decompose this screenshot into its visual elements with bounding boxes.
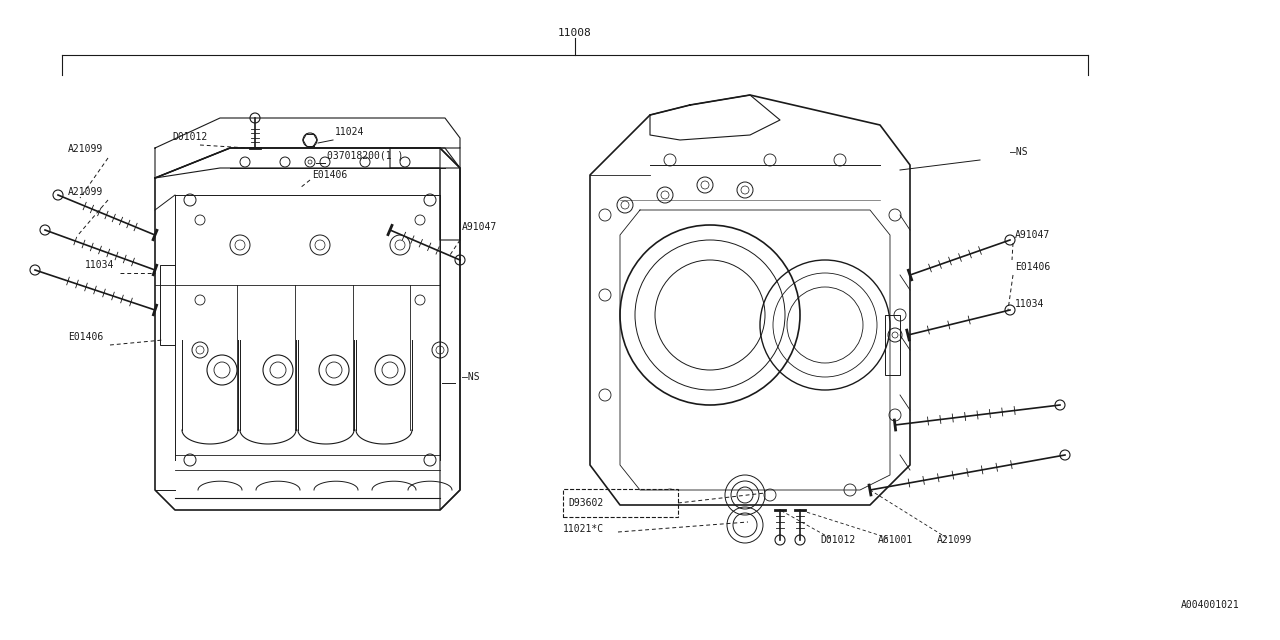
Text: D01012: D01012 xyxy=(172,132,207,142)
Text: E01406: E01406 xyxy=(312,170,347,180)
FancyBboxPatch shape xyxy=(563,489,678,517)
Text: E01406: E01406 xyxy=(68,332,104,342)
Text: 11034: 11034 xyxy=(1015,299,1044,309)
Text: 11021*C: 11021*C xyxy=(563,524,604,534)
Text: A21099: A21099 xyxy=(68,187,104,197)
Text: A91047: A91047 xyxy=(1015,230,1051,240)
Text: A004001021: A004001021 xyxy=(1181,600,1240,610)
Text: A61001: A61001 xyxy=(878,535,913,545)
Text: A21099: A21099 xyxy=(68,144,104,154)
Bar xyxy=(160,265,175,345)
Text: A21099: A21099 xyxy=(937,535,973,545)
Text: 11008: 11008 xyxy=(558,28,591,38)
Text: 11024: 11024 xyxy=(335,127,365,137)
Text: D01012: D01012 xyxy=(820,535,855,545)
Text: D93602: D93602 xyxy=(568,498,603,508)
Bar xyxy=(884,315,900,375)
Text: —NS: —NS xyxy=(1010,147,1028,157)
Text: 11034: 11034 xyxy=(84,260,114,270)
Text: E01406: E01406 xyxy=(1015,262,1051,272)
Text: 037018200(1 ): 037018200(1 ) xyxy=(326,150,403,160)
Text: A91047: A91047 xyxy=(462,222,497,232)
Text: —NS: —NS xyxy=(462,372,480,382)
